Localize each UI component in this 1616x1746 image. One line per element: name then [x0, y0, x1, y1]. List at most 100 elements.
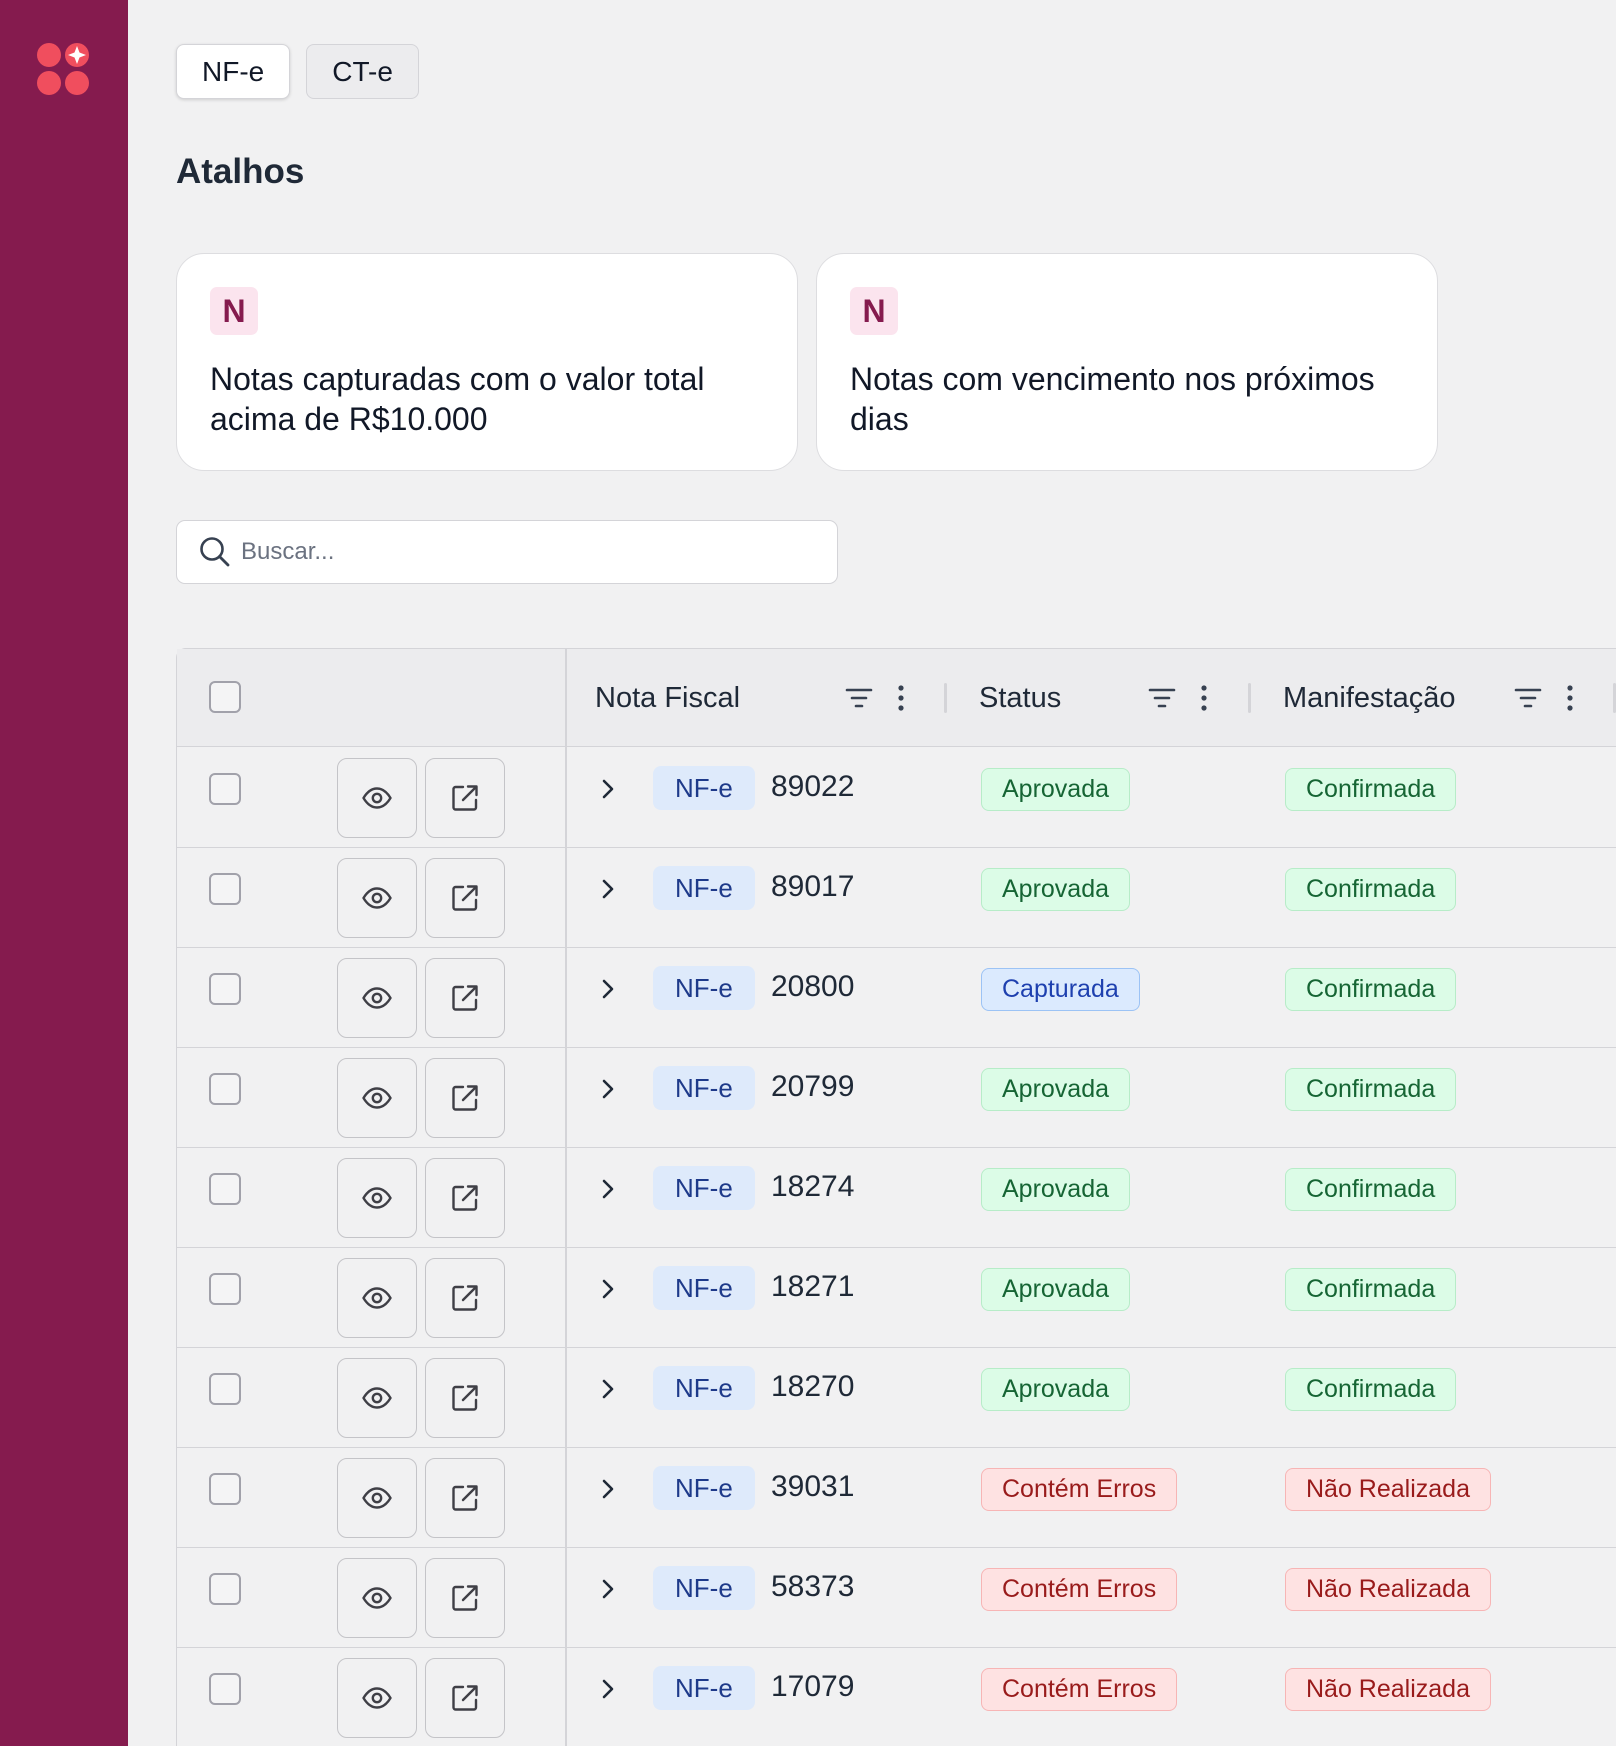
table-row[interactable]: NF-e 20799 Aprovada Confirmada	[177, 1048, 1616, 1148]
expand-chevron-icon[interactable]	[595, 776, 621, 802]
document-type-tabs: NF-e CT-e	[176, 44, 419, 99]
row-checkbox[interactable]	[209, 1073, 241, 1105]
view-button[interactable]	[337, 1258, 417, 1338]
more-vertical-icon[interactable]	[1189, 683, 1219, 713]
row-checkbox[interactable]	[209, 1473, 241, 1505]
expand-chevron-icon[interactable]	[595, 1076, 621, 1102]
external-link-icon	[452, 1485, 478, 1511]
card-text: Notas capturadas com o valor total acima…	[210, 361, 705, 437]
table-row[interactable]: NF-e 39031 Contém Erros Não Realizada	[177, 1448, 1616, 1548]
table-row[interactable]: NF-e 17079 Contém Erros Não Realizada	[177, 1648, 1616, 1746]
open-external-button[interactable]	[425, 958, 505, 1038]
table-header: Nota Fiscal Status Manifestação	[177, 649, 1616, 747]
status-badge: Aprovada	[981, 1168, 1131, 1211]
column-resize-handle[interactable]	[1613, 683, 1616, 713]
expand-chevron-icon[interactable]	[595, 1176, 621, 1202]
expand-chevron-icon[interactable]	[595, 1376, 621, 1402]
app-logo-icon[interactable]	[36, 42, 90, 96]
row-checkbox[interactable]	[209, 873, 241, 905]
more-vertical-icon[interactable]	[1555, 683, 1585, 713]
document-type-badge: NF-e	[653, 1366, 755, 1410]
open-external-button[interactable]	[425, 1158, 505, 1238]
view-button[interactable]	[337, 1058, 417, 1138]
filter-icon[interactable]	[1147, 683, 1177, 713]
view-button[interactable]	[337, 758, 417, 838]
status-badge: Aprovada	[981, 1368, 1131, 1411]
view-button[interactable]	[337, 1358, 417, 1438]
shortcuts-list: N Notas capturadas com o valor total aci…	[176, 253, 1438, 471]
open-external-button[interactable]	[425, 1258, 505, 1338]
column-header-manifestacao[interactable]: Manifestação	[1283, 681, 1456, 714]
select-all-checkbox[interactable]	[209, 681, 241, 713]
view-button[interactable]	[337, 1658, 417, 1738]
external-link-icon	[452, 1285, 478, 1311]
card-badge: N	[210, 287, 258, 335]
status-badge: Aprovada	[981, 1268, 1131, 1311]
column-resize-handle[interactable]	[944, 683, 947, 713]
nota-fiscal-number: 18274	[771, 1170, 855, 1203]
table-row[interactable]: NF-e 89022 Aprovada Confirmada	[177, 748, 1616, 848]
filter-icon[interactable]	[1513, 683, 1543, 713]
view-button[interactable]	[337, 858, 417, 938]
status-badge: Contém Erros	[981, 1468, 1178, 1511]
table-row[interactable]: NF-e 58373 Contém Erros Não Realizada	[177, 1548, 1616, 1648]
main-content: NF-e CT-e Atalhos N Notas capturadas com…	[128, 0, 1616, 1746]
open-external-button[interactable]	[425, 1358, 505, 1438]
sidebar	[0, 0, 128, 1746]
row-checkbox[interactable]	[209, 973, 241, 1005]
table-row[interactable]: NF-e 18274 Aprovada Confirmada	[177, 1148, 1616, 1248]
status-badge: Capturada	[981, 968, 1140, 1011]
shortcut-card-due-soon[interactable]: N Notas com vencimento nos próximos dias	[816, 253, 1438, 471]
row-checkbox[interactable]	[209, 773, 241, 805]
expand-chevron-icon[interactable]	[595, 976, 621, 1002]
column-resize-handle[interactable]	[1248, 683, 1251, 713]
search-box[interactable]	[176, 520, 838, 584]
row-checkbox[interactable]	[209, 1373, 241, 1405]
external-link-icon	[452, 785, 478, 811]
expand-chevron-icon[interactable]	[595, 1476, 621, 1502]
open-external-button[interactable]	[425, 1558, 505, 1638]
open-external-button[interactable]	[425, 1058, 505, 1138]
external-link-icon	[452, 1185, 478, 1211]
document-type-badge: NF-e	[653, 866, 755, 910]
expand-chevron-icon[interactable]	[595, 1576, 621, 1602]
tab-cte[interactable]: CT-e	[306, 44, 419, 99]
table-row[interactable]: NF-e 89017 Aprovada Confirmada	[177, 848, 1616, 948]
manifestacao-badge: Confirmada	[1285, 1168, 1457, 1211]
search-input[interactable]	[241, 538, 801, 566]
expand-chevron-icon[interactable]	[595, 1276, 621, 1302]
eye-icon	[362, 1487, 392, 1509]
row-checkbox[interactable]	[209, 1673, 241, 1705]
expand-chevron-icon[interactable]	[595, 1676, 621, 1702]
row-checkbox[interactable]	[209, 1273, 241, 1305]
column-header-nota-fiscal[interactable]: Nota Fiscal	[595, 681, 741, 714]
external-link-icon	[452, 1385, 478, 1411]
open-external-button[interactable]	[425, 858, 505, 938]
table-row[interactable]: NF-e 20800 Capturada Confirmada	[177, 948, 1616, 1048]
view-button[interactable]	[337, 958, 417, 1038]
row-checkbox[interactable]	[209, 1173, 241, 1205]
open-external-button[interactable]	[425, 758, 505, 838]
table-row[interactable]: NF-e 18271 Aprovada Confirmada	[177, 1248, 1616, 1348]
status-badge: Contém Erros	[981, 1668, 1178, 1711]
nota-fiscal-number: 20800	[771, 970, 855, 1003]
shortcut-card-high-value[interactable]: N Notas capturadas com o valor total aci…	[176, 253, 798, 471]
view-button[interactable]	[337, 1558, 417, 1638]
filter-icon[interactable]	[844, 683, 874, 713]
more-vertical-icon[interactable]	[886, 683, 916, 713]
view-button[interactable]	[337, 1158, 417, 1238]
manifestacao-badge: Confirmada	[1285, 968, 1457, 1011]
eye-icon	[362, 787, 392, 809]
row-checkbox[interactable]	[209, 1573, 241, 1605]
view-button[interactable]	[337, 1458, 417, 1538]
manifestacao-badge: Confirmada	[1285, 768, 1457, 811]
column-header-status[interactable]: Status	[979, 681, 1062, 714]
table-row[interactable]: NF-e 18270 Aprovada Confirmada	[177, 1348, 1616, 1448]
open-external-button[interactable]	[425, 1458, 505, 1538]
expand-chevron-icon[interactable]	[595, 876, 621, 902]
open-external-button[interactable]	[425, 1658, 505, 1738]
card-badge: N	[850, 287, 898, 335]
tab-nfe[interactable]: NF-e	[176, 44, 291, 99]
manifestacao-badge: Confirmada	[1285, 1268, 1457, 1311]
shortcuts-title: Atalhos	[176, 152, 305, 191]
